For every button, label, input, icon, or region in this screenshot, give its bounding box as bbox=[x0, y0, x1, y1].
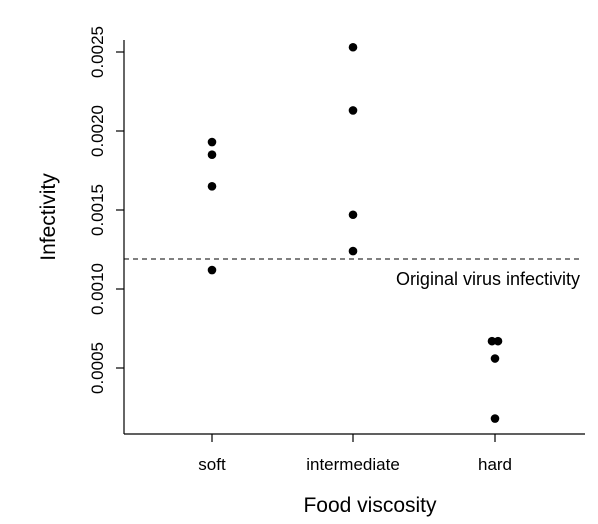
reference-line-group: Original virus infectivity bbox=[124, 258, 583, 289]
data-point bbox=[493, 336, 503, 346]
data-point bbox=[207, 265, 217, 275]
data-point bbox=[207, 182, 217, 191]
data-points bbox=[207, 42, 503, 423]
x-axis-title: Food viscosity bbox=[303, 494, 437, 517]
y-tick-label: 0.0025 bbox=[88, 26, 107, 78]
data-point bbox=[207, 150, 217, 159]
data-point bbox=[348, 246, 358, 256]
data-point bbox=[207, 137, 217, 147]
y-tick-label: 0.0005 bbox=[88, 342, 107, 394]
y-axis: 0.0005 0.0010 0.0015 0.0020 0.0025 bbox=[88, 26, 125, 434]
data-point bbox=[490, 354, 500, 363]
x-tick-label: soft bbox=[198, 455, 226, 474]
y-tick-label: 0.0020 bbox=[88, 105, 107, 157]
data-point bbox=[348, 106, 358, 115]
x-tick-label: hard bbox=[478, 455, 512, 474]
y-axis-title: Infectivity bbox=[37, 173, 60, 261]
y-tick-label: 0.0015 bbox=[88, 184, 107, 236]
y-tick-label: 0.0010 bbox=[88, 263, 107, 315]
x-axis: soft intermediate hard bbox=[124, 433, 585, 474]
x-tick-label: intermediate bbox=[306, 455, 400, 474]
data-point bbox=[348, 210, 358, 220]
data-point bbox=[487, 336, 497, 346]
data-point bbox=[348, 42, 358, 52]
data-point bbox=[490, 414, 500, 423]
reference-line-label: Original virus infectivity bbox=[396, 269, 580, 289]
